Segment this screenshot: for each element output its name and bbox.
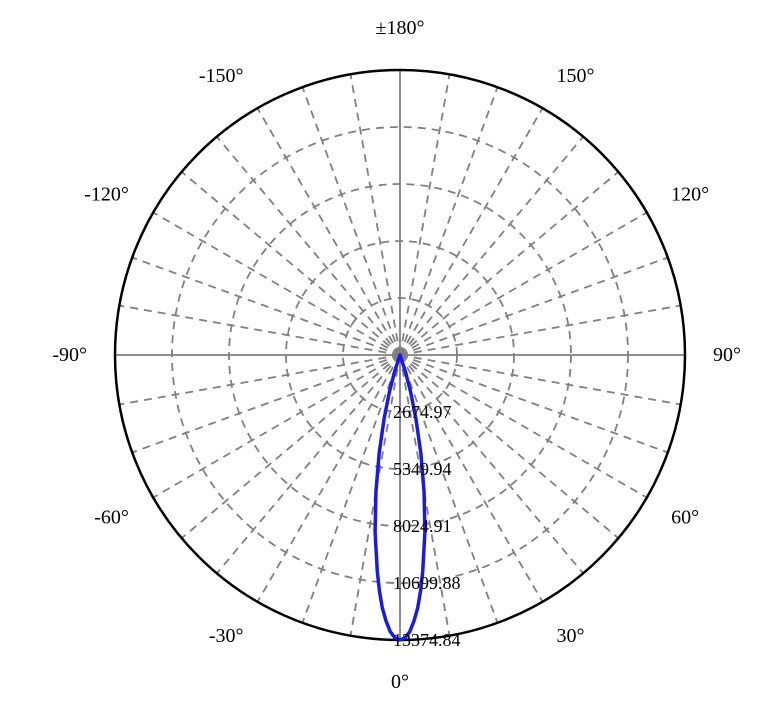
angle-label: 30° xyxy=(557,625,585,647)
polar-svg: 2674.97 5349.94 8024.91 10699.88 13374.84 0° 3… xyxy=(0,0,778,717)
radial-tick-label: 8024.91 xyxy=(393,516,452,536)
radial-tick-label: 2674.97 xyxy=(393,402,452,422)
polar-chart: 2674.97 5349.94 8024.91 10699.88 13374.84 0° 3… xyxy=(0,0,778,717)
radial-tick-label: 13374.84 xyxy=(393,630,461,650)
radial-tick-label: 10699.88 xyxy=(393,573,461,593)
angle-label: -90° xyxy=(52,344,87,366)
chart-bg xyxy=(0,0,778,717)
angle-label: 90° xyxy=(713,344,741,366)
radial-tick-label: 5349.94 xyxy=(393,459,452,479)
angle-label: 60° xyxy=(671,507,699,529)
angle-label: -30° xyxy=(209,625,244,647)
angle-label: 150° xyxy=(557,65,595,87)
angle-label: -150° xyxy=(199,65,244,87)
angle-label: 120° xyxy=(671,184,709,206)
angle-label: 0° xyxy=(391,671,409,693)
angle-label: -60° xyxy=(94,507,129,529)
angle-label: ±180° xyxy=(376,17,425,39)
angle-label: -120° xyxy=(84,184,129,206)
